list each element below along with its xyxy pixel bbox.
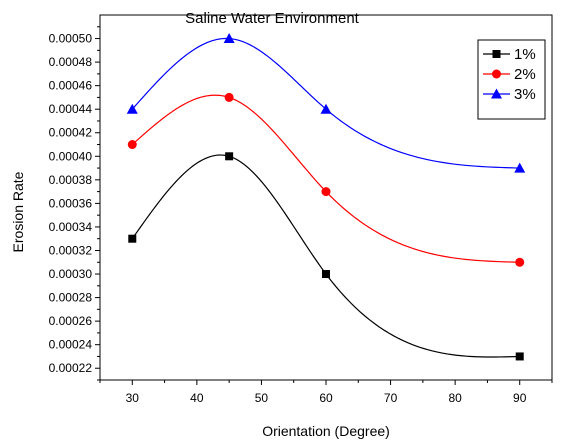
legend-label-0: 1%: [514, 46, 536, 63]
legend: 1% 2% 3%: [477, 39, 546, 120]
series-line-0: [131, 154, 520, 358]
legend-label-2: 3%: [514, 86, 536, 103]
y-tick-label: 0.00038: [49, 173, 93, 187]
x-tick-label: 70: [384, 391, 398, 405]
data-point-s2-p1: [223, 33, 235, 44]
x-tick-label: 50: [255, 391, 269, 405]
legend-label-1: 2%: [514, 66, 536, 83]
data-point-s1-p1: [224, 92, 234, 102]
chart-title: Saline Water Environment: [185, 10, 360, 27]
series-markers: [126, 33, 526, 361]
y-axis-title: Erosion Rate: [10, 171, 26, 252]
x-tick-label: 60: [319, 391, 333, 405]
data-point-s1-p2: [321, 187, 331, 197]
y-tick-label: 0.00048: [49, 55, 93, 69]
x-tick-label: 40: [190, 391, 204, 405]
y-tick-label: 0.00042: [49, 126, 93, 140]
legend-items: 1% 2% 3%: [483, 46, 536, 103]
data-point-s0-p2: [322, 270, 330, 279]
y-axis-ticks: 0.00022 0.00024 0.00026 0.00028 0.00030 0.000…: [49, 26, 100, 381]
data-point-s2-p0: [126, 103, 138, 114]
data-point-s1-p3: [515, 257, 525, 267]
data-point-s2-p2: [320, 103, 332, 114]
data-point-s0-p1: [225, 152, 234, 161]
legend-marker-0: [492, 50, 501, 58]
x-axis-title: Orientation (Degree): [262, 423, 390, 439]
series-line-2: [131, 37, 520, 169]
y-tick-label: 0.00044: [49, 102, 93, 116]
y-tick-label: 0.00028: [49, 291, 93, 305]
y-tick-label: 0.00022: [49, 361, 93, 375]
y-tick-label: 0.00024: [49, 338, 93, 352]
y-tick-label: 0.00034: [49, 220, 93, 234]
y-tick-label: 0.00046: [49, 79, 93, 93]
y-tick-label: 0.00032: [49, 243, 93, 257]
data-point-s0-p0: [128, 234, 137, 243]
data-point-s2-p3: [514, 162, 526, 173]
legend-marker-2: [491, 88, 502, 99]
x-tick-label: 80: [448, 391, 462, 405]
series-curves: [131, 37, 520, 358]
y-tick-label: 0.00050: [49, 32, 93, 46]
y-tick-label: 0.00026: [49, 314, 93, 328]
series-line-1: [131, 94, 520, 263]
y-tick-label: 0.00030: [49, 267, 93, 281]
data-point-s0-p3: [515, 352, 524, 361]
legend-box: [477, 39, 546, 120]
data-point-s1-p0: [127, 140, 137, 150]
y-tick-label: 0.00040: [49, 149, 93, 163]
legend-marker-1: [492, 69, 501, 79]
x-axis-ticks: 30 40 50 60 70 80 90: [99, 380, 553, 405]
x-tick-label: 90: [513, 391, 527, 405]
y-tick-label: 0.00036: [49, 196, 93, 210]
x-tick-label: 30: [126, 391, 140, 405]
